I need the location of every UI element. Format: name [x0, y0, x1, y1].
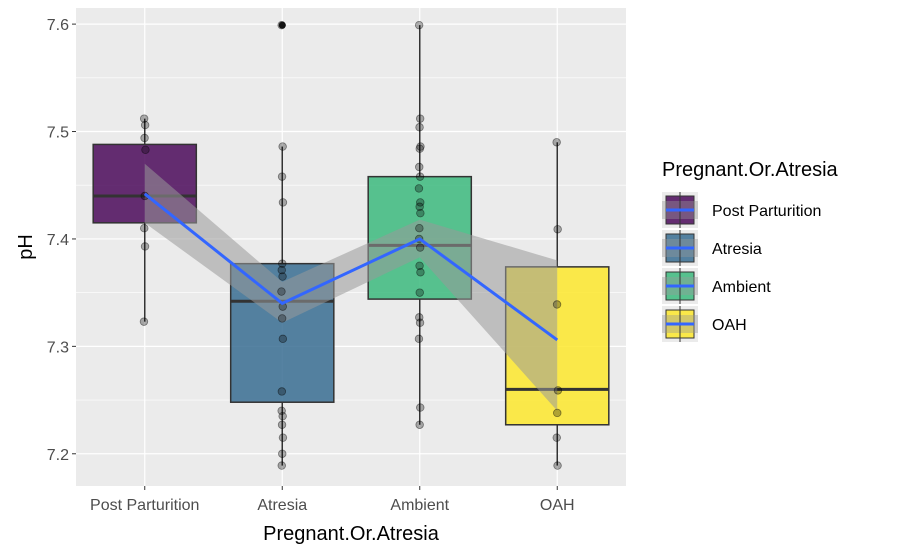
y-tick-label: 7.5	[47, 125, 69, 142]
legend-entry: OAH	[662, 306, 747, 342]
x-tick-label: OAH	[540, 497, 575, 514]
trend-ribbon	[144, 163, 558, 411]
legend-entry: Post Parturition	[662, 192, 821, 228]
legend-label: Post Parturition	[712, 203, 821, 220]
data-point	[553, 386, 563, 395]
data-point	[414, 184, 424, 193]
y-tick-label: 7.4	[47, 232, 69, 249]
legend-label: OAH	[712, 317, 747, 334]
data-point	[278, 449, 287, 458]
data-point	[416, 268, 425, 277]
data-point	[415, 202, 424, 211]
data-point	[415, 123, 424, 132]
data-point	[416, 403, 425, 412]
legend-title: Pregnant.Or.Atresia	[662, 159, 839, 181]
data-point	[277, 461, 286, 470]
legend-entry: Ambient	[662, 268, 771, 304]
data-point	[415, 420, 424, 429]
data-point	[277, 406, 286, 416]
data-point	[141, 145, 150, 154]
axes: 7.2 7.3 7.4 7.5 7.6 Post Parturition Atresia Am…	[47, 17, 575, 514]
data-point	[553, 408, 562, 418]
data-point	[278, 198, 288, 207]
data-point	[277, 20, 286, 30]
data-point	[277, 265, 286, 275]
data-point	[416, 208, 425, 218]
data-point	[415, 261, 424, 270]
data-point	[139, 317, 149, 326]
data-point	[415, 144, 424, 153]
data-point	[552, 138, 561, 147]
data-point	[414, 334, 424, 344]
legend-label: Ambient	[712, 279, 771, 296]
x-axis-title: Pregnant.Or.Atresia	[263, 523, 440, 545]
data-point	[277, 287, 286, 296]
y-axis-title: pH	[15, 234, 37, 260]
data-point	[553, 225, 562, 234]
data-point	[277, 314, 287, 323]
jitter-points	[139, 20, 563, 470]
data-point	[278, 259, 287, 268]
legend-entries: Post Parturition Atresia Ambient OAH	[662, 192, 821, 342]
y-tick-label: 7.6	[47, 17, 69, 34]
data-point	[415, 114, 425, 123]
data-point	[415, 243, 425, 252]
data-point	[415, 288, 424, 297]
data-point	[140, 133, 149, 143]
data-point	[278, 411, 287, 421]
data-point	[552, 433, 561, 442]
data-point	[415, 172, 425, 181]
confidence-ribbon	[144, 163, 558, 411]
y-tick-label: 7.3	[47, 339, 69, 356]
y-tick-label: 7.2	[47, 447, 69, 464]
x-tick-label: Post Parturition	[90, 497, 199, 514]
data-point	[140, 224, 149, 233]
data-point	[278, 334, 288, 344]
data-point	[415, 162, 424, 172]
data-point	[553, 461, 562, 470]
data-point	[416, 142, 425, 151]
data-point	[415, 224, 424, 233]
legend-entry: Atresia	[662, 230, 762, 266]
data-point	[140, 242, 150, 251]
data-point	[277, 387, 287, 396]
x-tick-label: Ambient	[390, 497, 449, 514]
trend-line	[143, 192, 559, 342]
data-point	[139, 114, 149, 123]
data-point	[415, 313, 424, 322]
legend-label: Atresia	[712, 241, 762, 258]
data-point	[415, 318, 425, 327]
data-point	[278, 272, 287, 281]
data-point	[278, 433, 288, 442]
outlier-point	[278, 21, 286, 29]
data-point	[552, 300, 562, 309]
data-point	[278, 142, 287, 151]
trend-line-path	[143, 192, 559, 342]
legend: Pregnant.Or.Atresia Post Parturition Atre…	[662, 159, 839, 342]
data-point	[414, 20, 424, 30]
x-tick-label: Atresia	[257, 497, 307, 514]
data-point	[416, 198, 425, 207]
data-point	[277, 172, 287, 181]
data-point	[140, 120, 150, 130]
data-point	[277, 420, 287, 429]
